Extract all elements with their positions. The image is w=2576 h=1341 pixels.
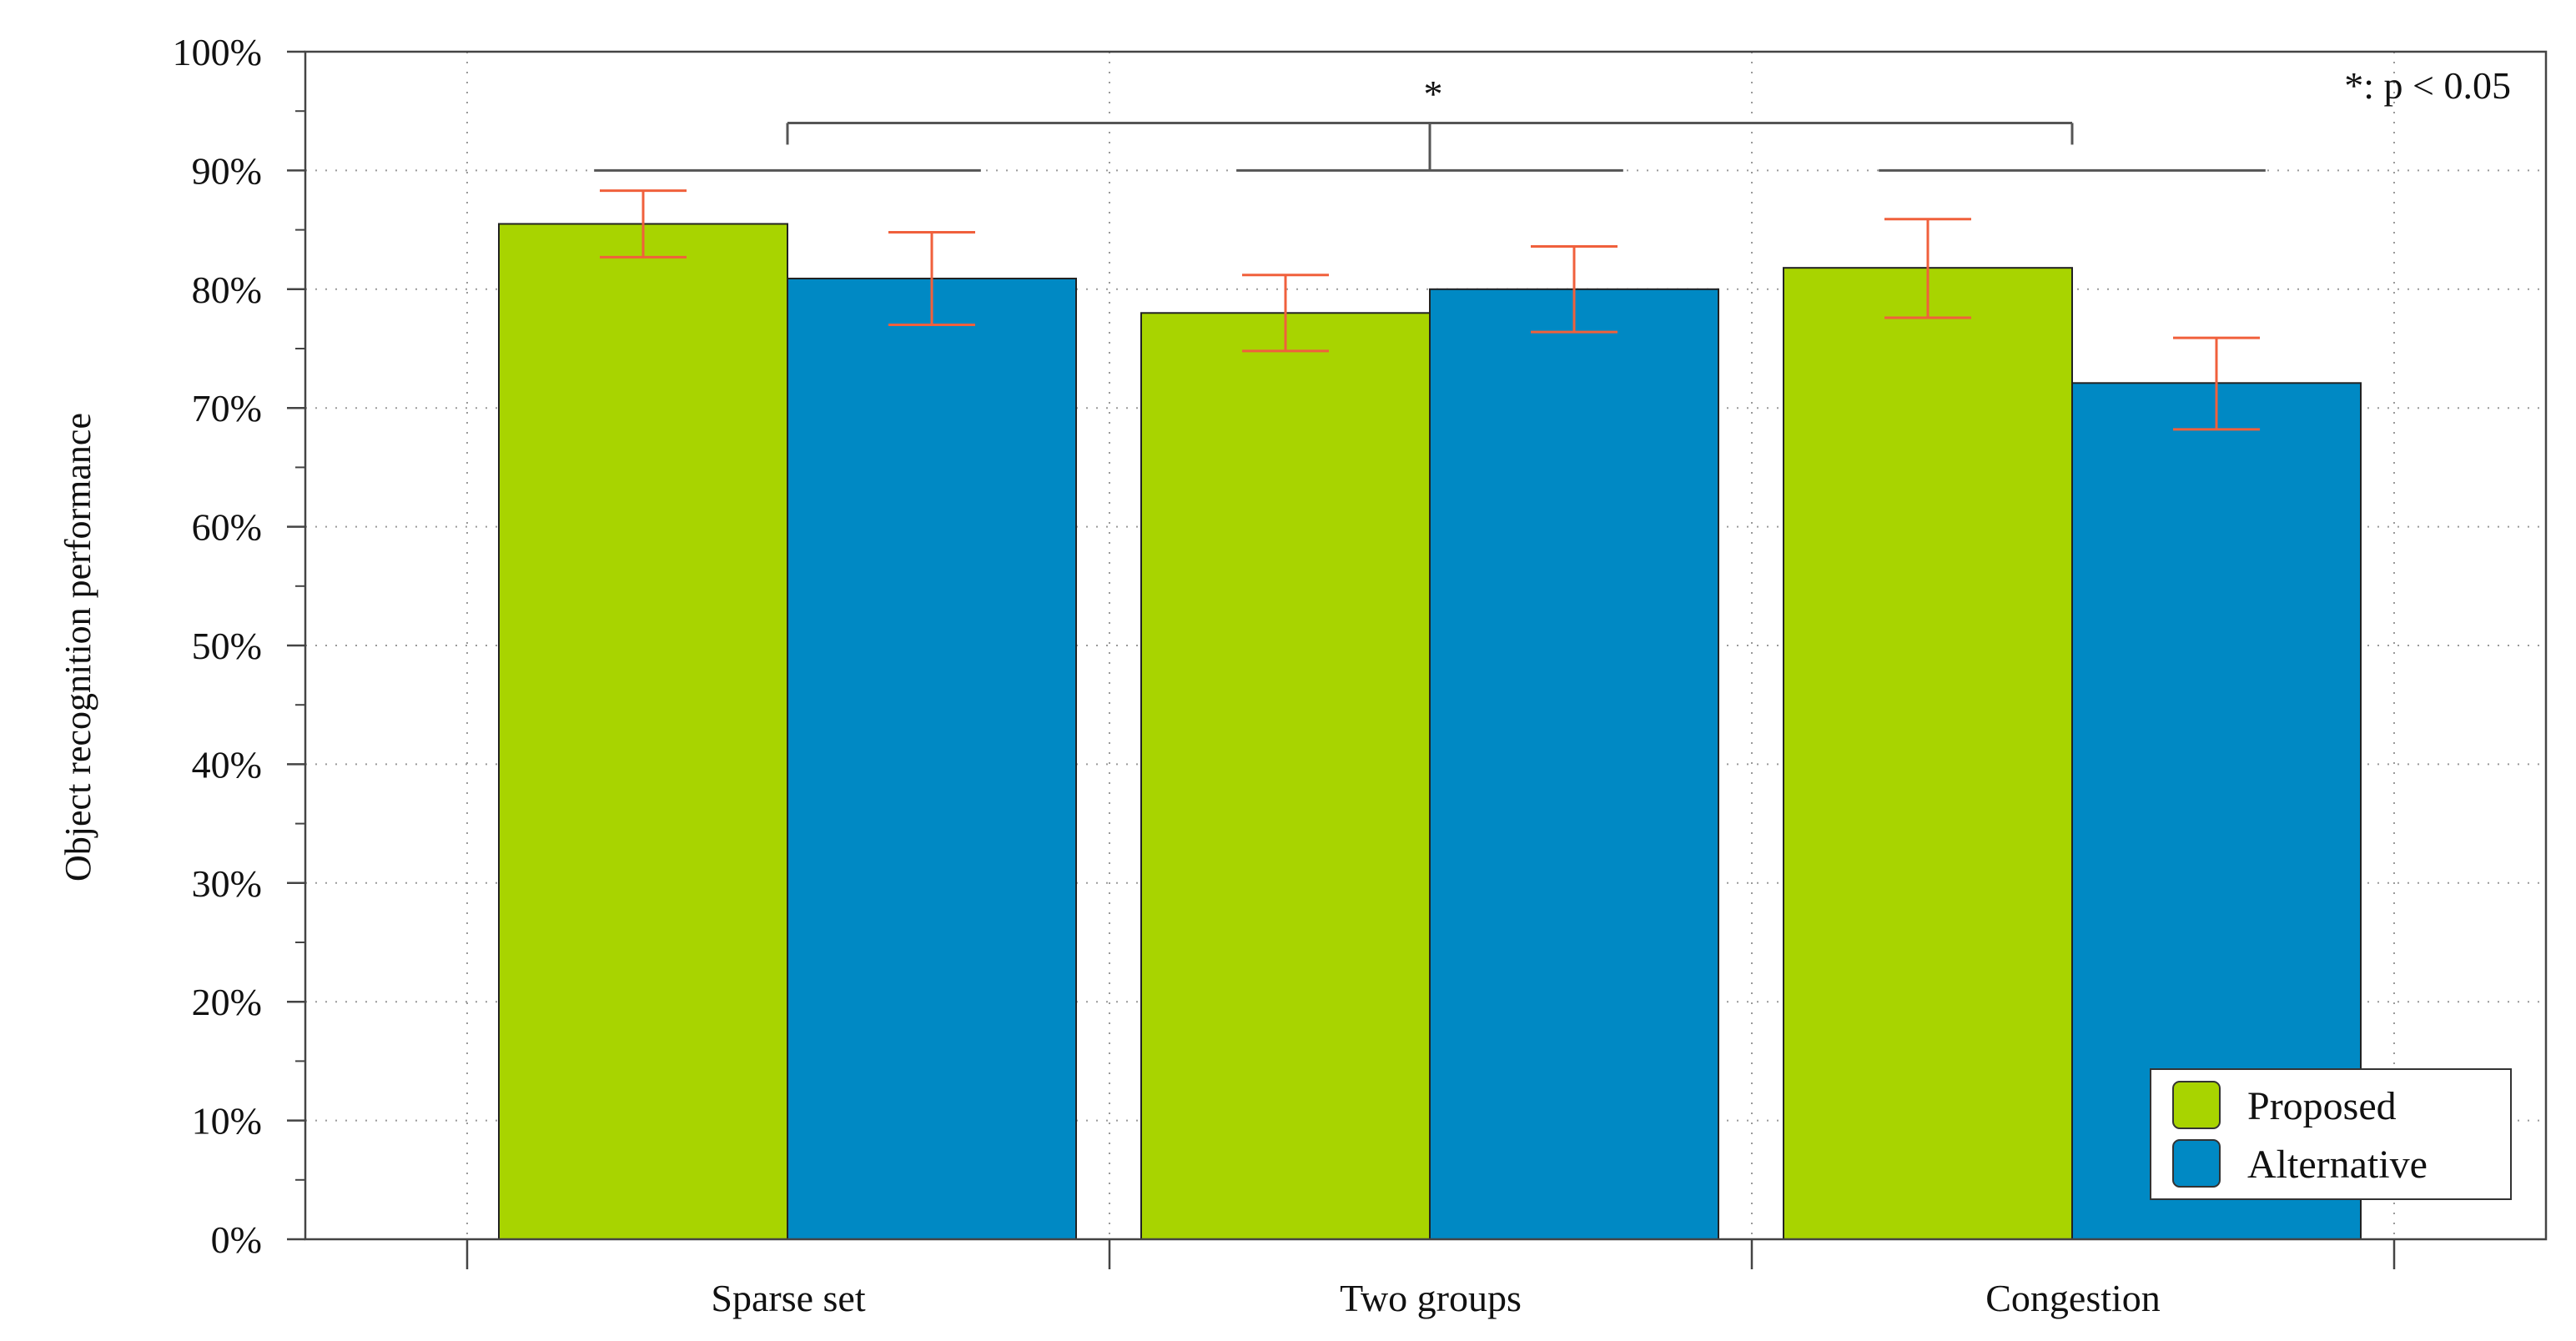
x-tick-label: Two groups [1340,1277,1522,1319]
y-tick-label: 20% [192,981,262,1023]
bars [498,223,2362,1241]
bar-proposed-sparse-set [498,223,788,1241]
legend-swatch-alternative [2172,1139,2221,1188]
axes [287,50,2548,1269]
tick-labels: Sparse set Two groups Congestion 0% 10% 20% 30… [173,31,2161,1319]
y-tick-label: 30% [192,862,262,905]
y-tick-label: 10% [192,1100,262,1143]
error-bars [600,189,2260,431]
legend-label-alternative: Alternative [2247,1143,2428,1187]
legend: Proposed Alternative [2150,1068,2512,1200]
significance-annotations [594,121,2266,172]
y-tick-label: 70% [192,387,262,429]
bar-alternative-two-groups [1429,288,1719,1240]
significance-star: * [1424,73,1443,115]
x-tick-label: Sparse set [711,1277,865,1319]
y-tick-label: 0% [211,1218,262,1261]
bar-proposed-congestion [1783,267,2073,1241]
y-tick-label: 100% [173,31,262,73]
y-tick-label: 50% [192,625,262,667]
legend-swatch-proposed [2172,1081,2221,1129]
bar-alternative-sparse-set [787,277,1077,1240]
y-tick-label: 90% [192,149,262,192]
y-tick-label: 80% [192,269,262,311]
y-tick-label: 60% [192,506,262,549]
bar-proposed-two-groups [1140,312,1431,1240]
y-axis-label: Object recognition performance [58,413,98,881]
y-tick-label: 40% [192,743,262,786]
significance-note: *: p < 0.05 [2344,64,2511,107]
legend-label-proposed: Proposed [2247,1084,2397,1128]
x-tick-label: Congestion [1985,1277,2161,1319]
